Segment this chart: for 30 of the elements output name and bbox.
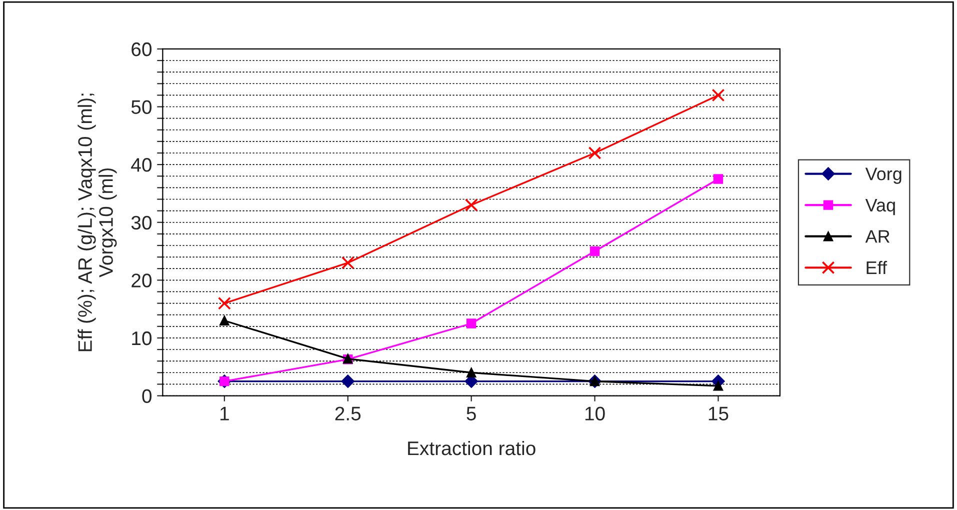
- legend-label: Vorg: [865, 168, 902, 184]
- x-tick-label: 15: [708, 406, 728, 420]
- y-tick-label: 60: [132, 42, 152, 56]
- point: [341, 256, 354, 270]
- y-tick-label: 10: [132, 331, 152, 346]
- x-tick-label: 1: [220, 406, 229, 420]
- point: [590, 246, 600, 256]
- legend-label: Vaq: [865, 198, 895, 216]
- x-tick-label: 10: [585, 406, 605, 420]
- x-tick-label: 2.5: [335, 406, 361, 420]
- point: [220, 316, 230, 326]
- point: [341, 374, 354, 388]
- point: [588, 146, 602, 160]
- x-axis-title: Extraction ratio: [408, 440, 536, 456]
- point: [466, 368, 476, 378]
- y-axis-title: Eff (%); AR (g/L); Vaqx10 (ml); Vorgx10 (ml): [78, 94, 117, 352]
- x-tick-label: 5: [466, 406, 476, 420]
- point: [712, 88, 725, 102]
- y-tick-label: 50: [131, 100, 152, 114]
- point: [713, 381, 724, 391]
- legend-label: AR: [865, 230, 890, 243]
- point: [466, 318, 476, 328]
- y-tick-label: 20: [132, 274, 152, 288]
- legend-label: Eff: [866, 260, 888, 274]
- y-tick-label: 30: [131, 216, 152, 230]
- y-tick-label: 0: [142, 389, 152, 403]
- point: [218, 296, 231, 310]
- point: [464, 198, 478, 212]
- y-tick-label: 40: [131, 158, 152, 172]
- point: [713, 174, 724, 184]
